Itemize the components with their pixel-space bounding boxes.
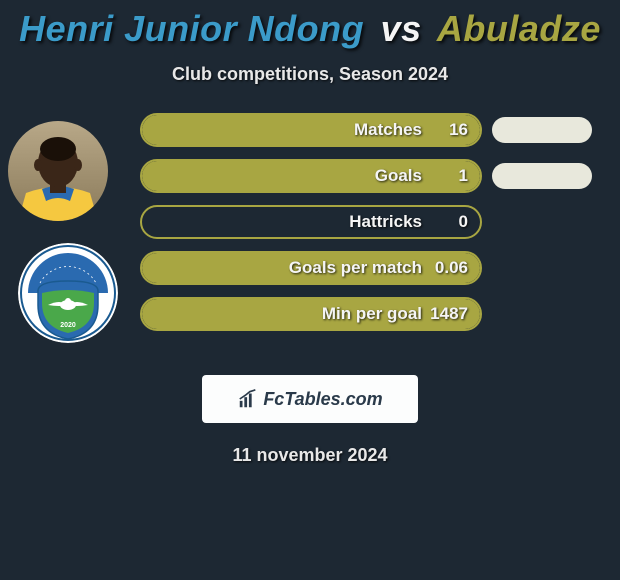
- stat-pill-p2: [492, 117, 592, 143]
- player1-name: Henri Junior Ndong: [19, 8, 364, 49]
- stat-row-p2: [492, 117, 602, 151]
- stat-pill-p2: [492, 163, 592, 189]
- stat-value-p1: 1487: [430, 297, 468, 331]
- svg-text:2020: 2020: [60, 322, 76, 329]
- stat-row: Hattricks 0: [140, 205, 482, 239]
- chart-icon: [237, 388, 259, 410]
- player2-bars: [492, 113, 602, 347]
- stat-value-p1: 16: [449, 113, 468, 147]
- player1-bars: Matches 16 Goals 1 Hattricks 0 Goals per match…: [140, 113, 482, 343]
- stat-value-p1: 1: [459, 159, 468, 193]
- stat-label: Goals: [140, 159, 422, 193]
- player1-avatar: [8, 121, 108, 221]
- stat-label: Goals per match: [140, 251, 422, 285]
- fctables-logo: FcTables.com: [202, 375, 418, 423]
- date-label: 11 november 2024: [0, 445, 620, 466]
- player2-name: Abuladze: [437, 8, 601, 49]
- stat-label: Min per goal: [140, 297, 422, 331]
- stat-row-p2: [492, 163, 602, 197]
- stats-content: 2020 Matches 16 Goals 1 Hattricks 0 Goals per …: [0, 113, 620, 363]
- vs-label: vs: [381, 8, 422, 49]
- comparison-title: Henri Junior Ndong vs Abuladze: [0, 0, 620, 50]
- stat-row: Matches 16: [140, 113, 482, 147]
- stat-row: Goals 1: [140, 159, 482, 193]
- stat-row-p2: [492, 255, 602, 289]
- stat-row-p2: [492, 209, 602, 243]
- subtitle: Club competitions, Season 2024: [0, 64, 620, 85]
- logo-text: FcTables.com: [263, 389, 382, 410]
- stat-row: Goals per match 0.06: [140, 251, 482, 285]
- player2-club-badge: 2020: [18, 243, 118, 343]
- avatars-column: 2020: [8, 121, 118, 365]
- stat-label: Matches: [140, 113, 422, 147]
- stat-value-p1: 0.06: [435, 251, 468, 285]
- stat-label: Hattricks: [140, 205, 422, 239]
- stat-value-p1: 0: [459, 205, 468, 239]
- stat-row-p2: [492, 301, 602, 335]
- stat-row: Min per goal1487: [140, 297, 482, 331]
